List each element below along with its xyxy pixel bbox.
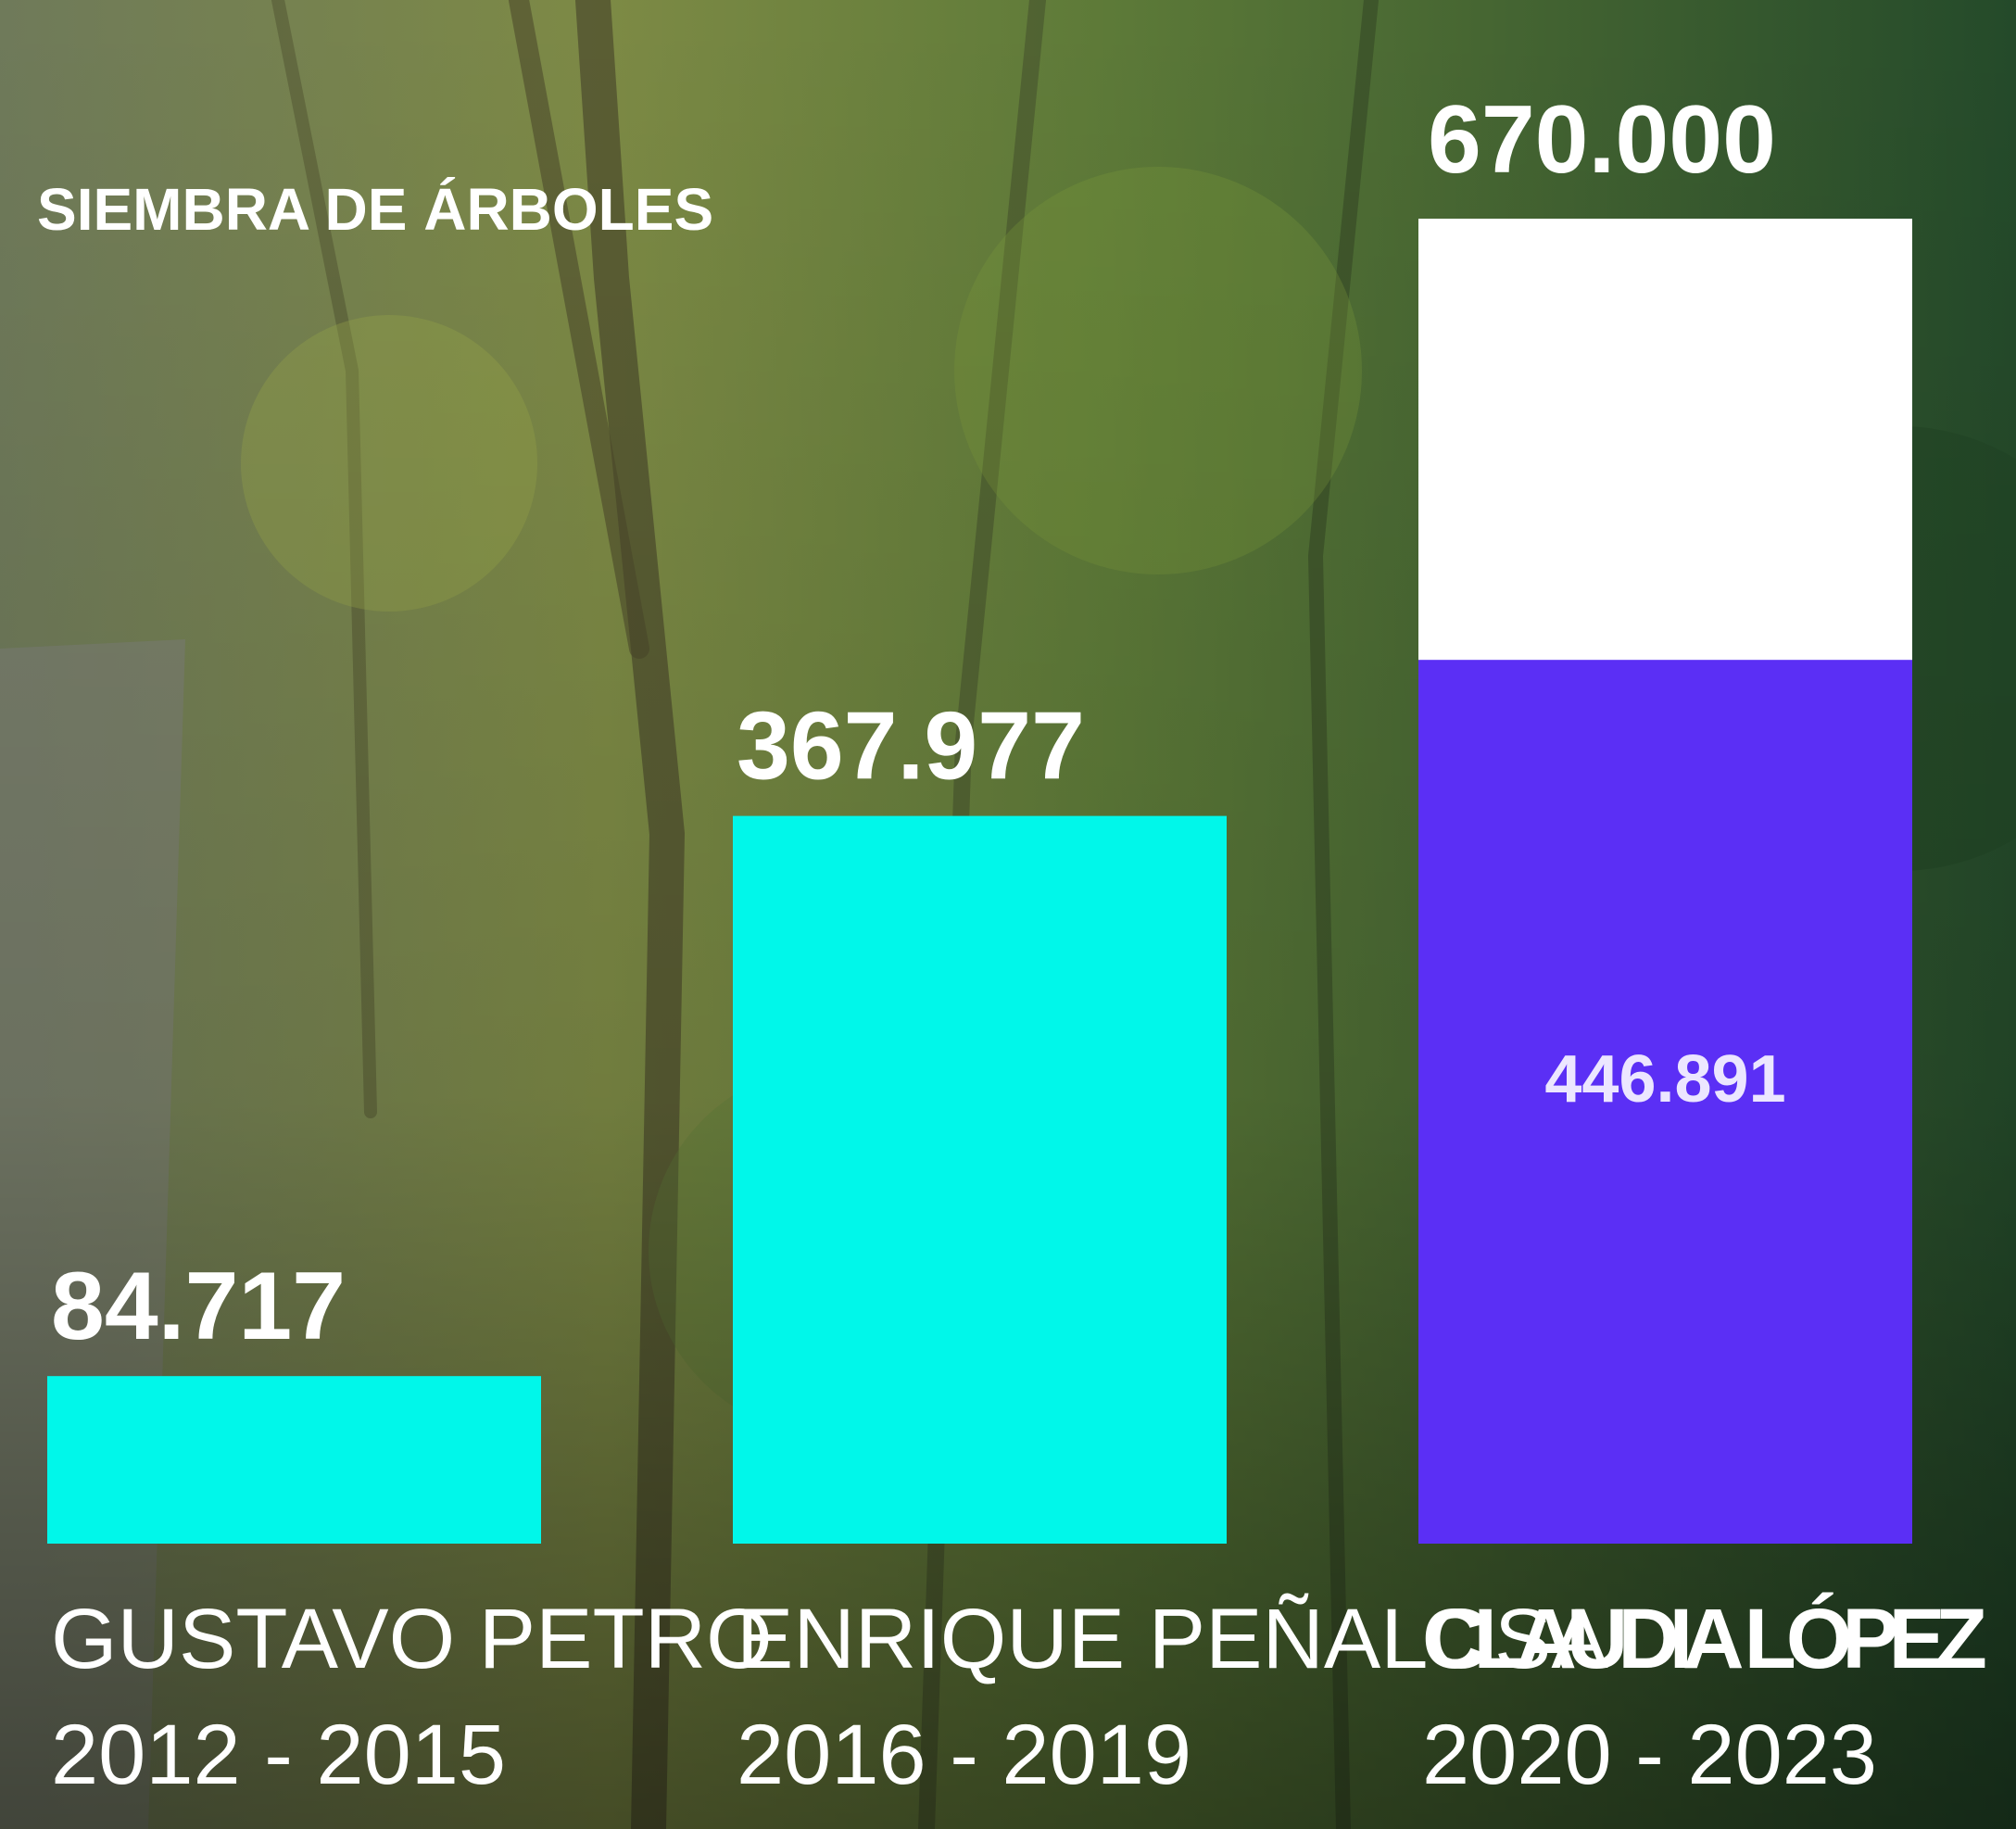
bar [47,1376,541,1544]
period-label: 2016 - 2019 [737,1708,1191,1802]
value-label: 446.891 [1544,1042,1785,1116]
bar [733,816,1227,1544]
value-label: 84.717 [51,1253,346,1360]
chart-title: SIEMBRA DE ÁRBOLES [37,176,713,243]
value-label: 367.977 [737,693,1085,801]
chart: SIEMBRA DE ÁRBOLES 84.717 GUSTAVO PETRO 20… [0,0,2016,1829]
category-label: CLAUDIA LÓPEZ [1422,1591,1987,1686]
target-label: 670.000 [1428,86,1776,194]
period-label: 2020 - 2023 [1422,1708,1877,1802]
period-label: 2012 - 2015 [51,1708,506,1802]
category-label: GUSTAVO PETRO [51,1592,773,1686]
